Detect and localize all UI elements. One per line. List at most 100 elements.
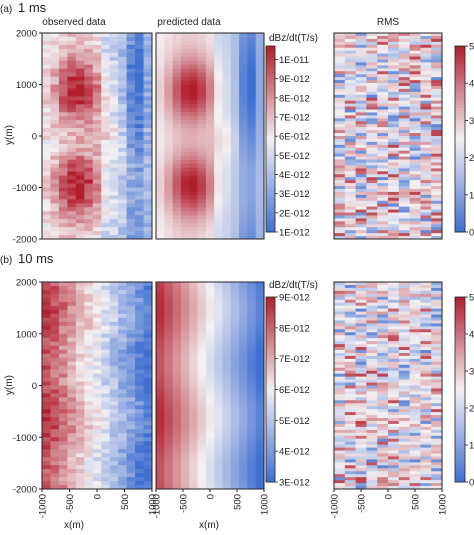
rms-cell	[388, 44, 400, 49]
heatmap-cell	[230, 329, 240, 335]
rms-cell	[420, 426, 432, 431]
heatmap-cell	[197, 116, 207, 121]
rms-cell	[377, 38, 389, 43]
heatmap-cell	[58, 151, 68, 157]
heatmap-cell	[84, 369, 94, 374]
rms-cell	[355, 317, 367, 321]
heatmap-cell	[143, 361, 153, 366]
rms-cell	[431, 191, 443, 196]
heatmap-cell	[135, 167, 144, 173]
rms-cell	[409, 206, 421, 210]
rms-cell	[377, 462, 389, 466]
rms-cell	[355, 338, 367, 342]
rms-cell	[377, 397, 389, 401]
rms-cell	[366, 358, 378, 363]
rms-cell	[409, 115, 421, 119]
heatmap-cell	[67, 289, 77, 295]
heatmap-cell	[135, 219, 144, 224]
rms-cell	[334, 177, 346, 181]
rms-cell	[366, 35, 378, 40]
heatmap-cell	[214, 465, 223, 470]
rms-cell	[388, 453, 400, 457]
rms-cell	[388, 352, 400, 357]
heatmap-cell	[230, 433, 240, 438]
heatmap-cell	[118, 171, 128, 177]
heatmap-cell	[143, 349, 153, 355]
heatmap-cell	[50, 465, 60, 470]
heatmap-cell	[197, 385, 207, 390]
heatmap-cell	[239, 485, 248, 490]
heatmap-cell	[109, 36, 119, 42]
rms-cell	[398, 462, 410, 466]
heatmap-cell	[180, 445, 190, 450]
colorbar-segment	[266, 55, 275, 59]
rms-cell	[409, 420, 421, 425]
heatmap-cell	[101, 219, 111, 224]
rms-cell	[344, 227, 356, 231]
heatmap-cell	[50, 36, 60, 42]
heatmap-cell	[143, 120, 153, 125]
rms-cell	[398, 453, 410, 457]
rms-cell	[366, 183, 378, 187]
heatmap-cell	[109, 465, 119, 470]
heatmap-cell	[67, 199, 77, 204]
heatmap-cell	[67, 132, 77, 137]
rms-cell	[344, 209, 356, 213]
heatmap-cell	[118, 60, 128, 66]
rms-cell	[420, 33, 432, 37]
heatmap-cell	[67, 381, 77, 386]
heatmap-cell	[255, 199, 265, 204]
rms-cell	[398, 329, 410, 333]
rms-cell	[431, 332, 443, 336]
rms-cell	[334, 44, 346, 49]
heatmap-cell	[126, 199, 136, 204]
heatmap-cell	[156, 116, 165, 121]
heatmap-cell	[164, 465, 174, 470]
rms-cell	[388, 127, 400, 131]
rms-cell	[355, 444, 367, 448]
colorbar-segment	[266, 80, 275, 84]
heatmap-cell	[180, 297, 190, 303]
x-tick-label: 1000	[260, 494, 271, 515]
rms-cell	[431, 438, 443, 443]
heatmap-cell	[255, 457, 265, 462]
heatmap-cell	[58, 437, 68, 442]
rms-cell	[377, 329, 389, 333]
heatmap-cell	[118, 421, 128, 426]
heatmap-cell	[42, 143, 51, 149]
heatmap-cell	[118, 325, 128, 331]
colorbar-segment	[266, 472, 275, 477]
heatmap-cell	[42, 124, 51, 129]
colorbar-segment	[266, 89, 275, 93]
rms-cell	[366, 212, 378, 216]
heatmap-cell	[230, 116, 240, 121]
rms-cell	[431, 171, 443, 175]
heatmap-cell	[118, 445, 128, 450]
heatmap-cell	[255, 44, 265, 50]
rms-cell	[344, 350, 356, 354]
heatmap-cell	[75, 337, 85, 343]
rms-cell	[377, 97, 389, 102]
rms-cell	[409, 118, 421, 122]
heatmap-cell	[172, 353, 182, 359]
colorbar-segment	[455, 469, 465, 474]
heatmap-cell	[189, 317, 198, 323]
heatmap-cell	[109, 80, 119, 85]
rms-cell	[344, 68, 356, 72]
heatmap-cell	[189, 155, 198, 161]
heatmap-cell	[172, 163, 182, 169]
rms-cell	[377, 71, 389, 75]
heatmap-cell	[247, 373, 257, 378]
heatmap-cell	[172, 84, 182, 89]
title-predicted: predicted data	[157, 17, 221, 28]
heatmap-cell	[230, 425, 240, 430]
rms-cell	[377, 227, 389, 231]
rms-cell	[409, 165, 421, 169]
rms-cell	[344, 180, 356, 184]
heatmap-cell	[214, 477, 223, 482]
heatmap-cell	[58, 309, 68, 315]
rms-cell	[431, 385, 443, 389]
heatmap-cell	[101, 437, 111, 442]
heatmap-cell	[239, 465, 248, 470]
heatmap-cell	[255, 433, 265, 438]
